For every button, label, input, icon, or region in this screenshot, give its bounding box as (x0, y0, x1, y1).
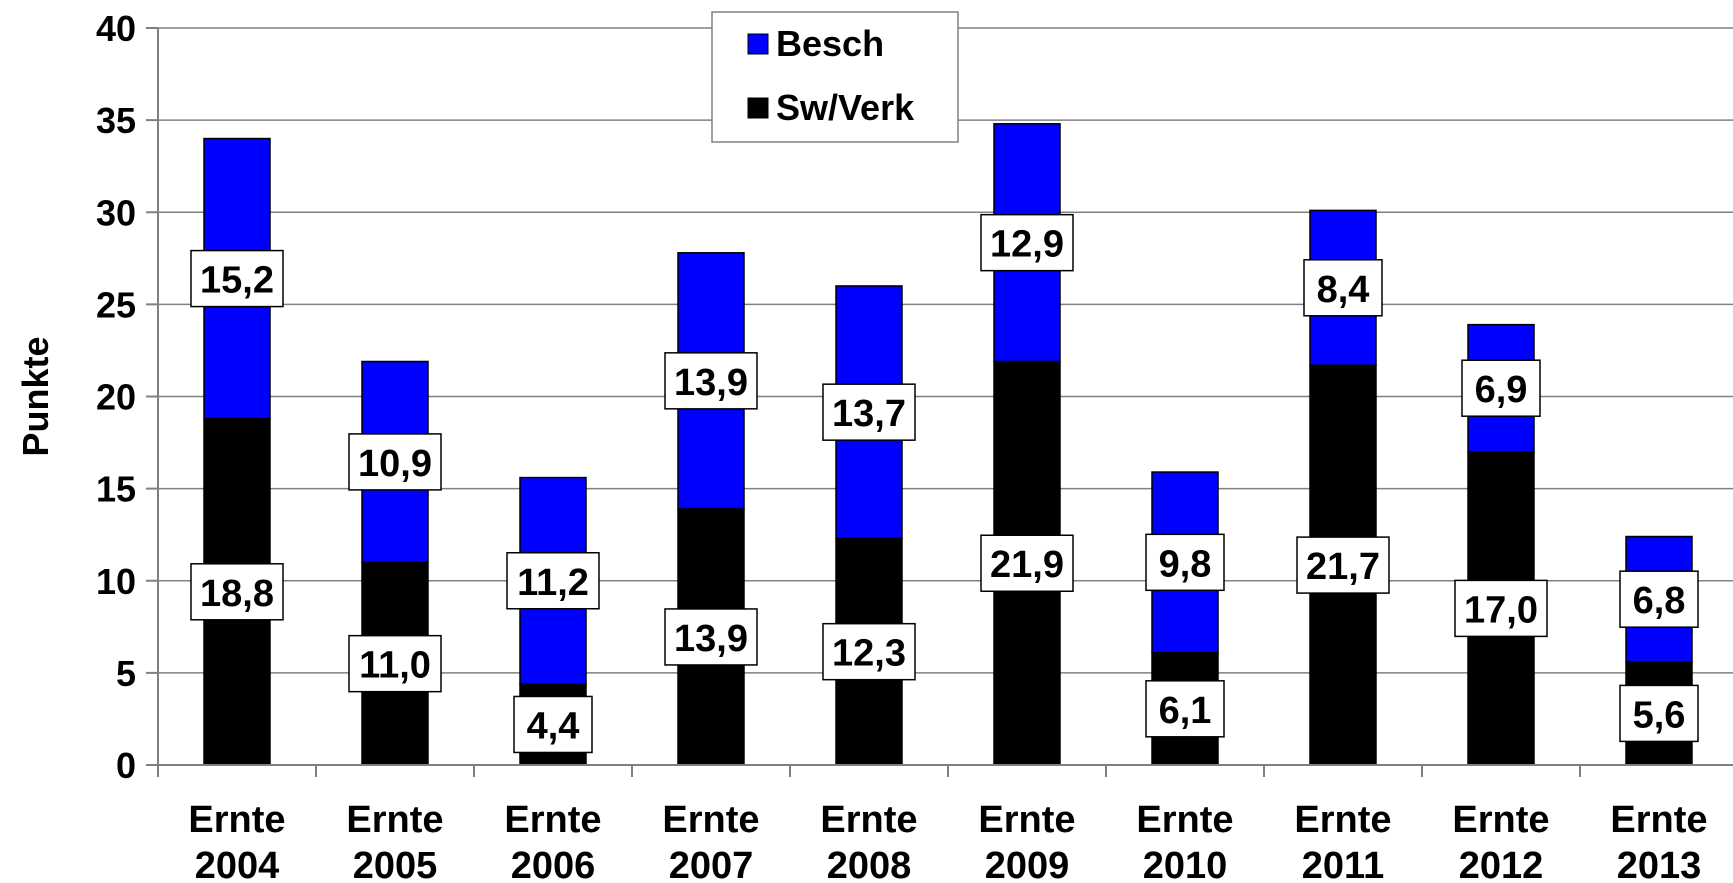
x-category-label: Ernte 2010 (1136, 799, 1233, 883)
svg-text:8,4: 8,4 (1317, 269, 1370, 311)
y-tick-label: 40 (96, 8, 136, 49)
axes (146, 27, 1733, 777)
y-tick-label: 5 (116, 653, 136, 694)
y-tick-labels: 0 5 10 15 20 25 30 35 40 (96, 8, 136, 786)
data-labels: 18,8 15,2 11,0 10,9 4,4 11,2 13,9 13,9 12,3 13,7 2… (190, 213, 1699, 754)
y-tick-label: 25 (96, 284, 136, 325)
data-label: 12,9 (980, 213, 1074, 272)
y-tick-label: 35 (96, 100, 136, 141)
legend: Besch Sw/Verk (711, 11, 959, 143)
x-category-label: Ernte 2013 (1610, 799, 1707, 883)
data-label: 18,8 (190, 563, 284, 621)
x-category-label: Ernte 2008 (820, 799, 917, 883)
svg-text:6,1: 6,1 (1159, 690, 1212, 732)
svg-text:13,9: 13,9 (674, 362, 748, 404)
legend-swatch (747, 97, 769, 119)
svg-text:11,2: 11,2 (517, 562, 589, 604)
svg-text:21,9: 21,9 (990, 544, 1064, 586)
legend-swatch (747, 33, 769, 55)
y-tick-label: 20 (96, 377, 136, 418)
svg-text:9,8: 9,8 (1159, 543, 1212, 585)
data-label: 11,2 (506, 552, 600, 610)
svg-text:18,8: 18,8 (200, 573, 274, 615)
y-tick-label: 0 (116, 745, 136, 786)
svg-text:6,9: 6,9 (1475, 369, 1528, 411)
svg-text:11,0: 11,0 (359, 645, 431, 687)
svg-text:13,7: 13,7 (832, 393, 906, 435)
svg-text:21,7: 21,7 (1306, 546, 1380, 588)
svg-text:13,9: 13,9 (674, 618, 748, 660)
data-label: 15,2 (190, 249, 284, 308)
y-tick-label: 15 (96, 469, 136, 510)
data-label: 21,7 (1296, 536, 1390, 594)
data-label: 9,8 (1145, 533, 1225, 592)
svg-text:10,9: 10,9 (358, 443, 432, 485)
x-category-label: Ernte 2005 (346, 799, 443, 883)
x-category-label: Ernte 2004 (188, 799, 285, 883)
data-label: 8,4 (1303, 259, 1383, 317)
svg-text:4,4: 4,4 (527, 705, 580, 747)
data-label: 13,7 (822, 383, 916, 441)
x-category-label: Ernte 2007 (662, 799, 759, 883)
x-category-label: Ernte 2012 (1452, 799, 1549, 883)
svg-text:6,8: 6,8 (1633, 580, 1686, 622)
data-label: 13,9 (664, 352, 758, 410)
x-category-label: Ernte 2006 (504, 799, 601, 883)
data-label: 5,6 (1619, 684, 1699, 743)
data-label: 4,4 (513, 695, 593, 754)
svg-text:17,0: 17,0 (1464, 589, 1538, 631)
svg-text:15,2: 15,2 (200, 260, 274, 302)
svg-text:5,6: 5,6 (1633, 694, 1686, 736)
legend-label: Besch (776, 23, 884, 64)
svg-text:12,9: 12,9 (990, 224, 1064, 266)
data-label: 6,9 (1461, 359, 1541, 417)
data-label: 21,9 (980, 534, 1074, 592)
data-label: 6,8 (1619, 570, 1699, 628)
x-category-label: Ernte 2009 (978, 799, 1075, 883)
data-label: 10,9 (348, 433, 442, 491)
data-label: 13,9 (664, 608, 758, 666)
y-tick-label: 10 (96, 561, 136, 602)
data-label: 17,0 (1454, 579, 1548, 638)
x-category-labels: Ernte 2004 Ernte 2005 Ernte 2006 Ernte 2007 Ernt… (188, 799, 1707, 883)
y-tick-label: 30 (96, 192, 136, 233)
legend-label: Sw/Verk (776, 87, 915, 128)
data-label: 12,3 (822, 622, 916, 681)
svg-text:12,3: 12,3 (832, 633, 906, 675)
y-axis-label: Punkte (15, 336, 56, 456)
data-label: 11,0 (348, 634, 442, 693)
data-label: 6,1 (1145, 680, 1225, 738)
x-category-label: Ernte 2011 (1294, 799, 1391, 883)
